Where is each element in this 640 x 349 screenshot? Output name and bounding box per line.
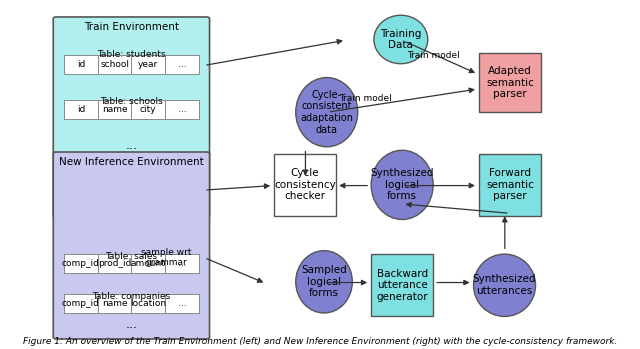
Ellipse shape [296, 251, 353, 313]
Ellipse shape [371, 150, 433, 220]
FancyBboxPatch shape [53, 17, 209, 218]
Text: Training
Data: Training Data [380, 29, 422, 50]
Bar [64, 55, 98, 74]
FancyBboxPatch shape [479, 53, 541, 112]
Bar [165, 254, 199, 273]
Text: Sampled
logical
forms: Sampled logical forms [301, 265, 347, 298]
Text: name: name [102, 299, 127, 309]
Text: id: id [77, 60, 85, 69]
Bar [165, 55, 199, 74]
Text: Table: sales: Table: sales [106, 252, 157, 261]
Text: Cycle-
consistent
adaptation
data: Cycle- consistent adaptation data [300, 90, 353, 135]
FancyBboxPatch shape [53, 152, 209, 339]
Text: Synthesized
logical
forms: Synthesized logical forms [371, 168, 434, 201]
Ellipse shape [374, 15, 428, 64]
Bar [64, 100, 98, 119]
Text: Table: schools: Table: schools [100, 97, 163, 106]
Text: ...: ... [125, 318, 138, 331]
Text: Train model: Train model [339, 94, 392, 103]
FancyBboxPatch shape [371, 254, 433, 317]
Text: Synthesized
utterances: Synthesized utterances [473, 275, 536, 296]
Text: prod_id: prod_id [98, 259, 131, 268]
Bar [64, 254, 98, 273]
Bar [98, 100, 131, 119]
Text: comp_id: comp_id [62, 299, 100, 309]
Ellipse shape [474, 254, 536, 317]
FancyBboxPatch shape [274, 154, 336, 216]
Text: Train Environment: Train Environment [84, 22, 179, 32]
Text: ...: ... [178, 259, 186, 268]
Bar [98, 294, 131, 313]
Bar [165, 100, 199, 119]
Bar [131, 100, 165, 119]
Text: ...: ... [178, 299, 186, 309]
Bar [131, 254, 165, 273]
Ellipse shape [296, 77, 358, 147]
Text: Figure 1: An overview of the Train Environment (left) and New Inference Environm: Figure 1: An overview of the Train Envir… [23, 337, 617, 346]
Text: Cycle
consistency
checker: Cycle consistency checker [275, 168, 336, 201]
Text: Table: companies: Table: companies [92, 292, 170, 301]
Text: Forward
semantic
parser: Forward semantic parser [486, 168, 534, 201]
Text: Adapted
semantic
parser: Adapted semantic parser [486, 66, 534, 99]
Text: amount: amount [131, 259, 166, 268]
Bar [64, 294, 98, 313]
FancyBboxPatch shape [479, 154, 541, 216]
Text: ...: ... [125, 139, 138, 151]
Text: city: city [140, 105, 157, 114]
Text: school: school [100, 60, 129, 69]
Text: ...: ... [178, 105, 186, 114]
Bar [165, 294, 199, 313]
Text: location: location [130, 299, 166, 309]
Text: Backward
utterance
generator: Backward utterance generator [376, 269, 428, 302]
Text: name: name [102, 105, 127, 114]
Bar [98, 254, 131, 273]
Bar [131, 294, 165, 313]
Text: id: id [77, 105, 85, 114]
Bar [131, 55, 165, 74]
Text: sample wrt
grammar: sample wrt grammar [141, 248, 191, 267]
Text: ...: ... [178, 60, 186, 69]
Text: year: year [138, 60, 158, 69]
Text: Train model: Train model [407, 51, 460, 60]
Text: comp_id: comp_id [62, 259, 100, 268]
Text: Table: students: Table: students [97, 50, 166, 59]
Text: New Inference Environment: New Inference Environment [59, 157, 204, 168]
Bar [98, 55, 131, 74]
